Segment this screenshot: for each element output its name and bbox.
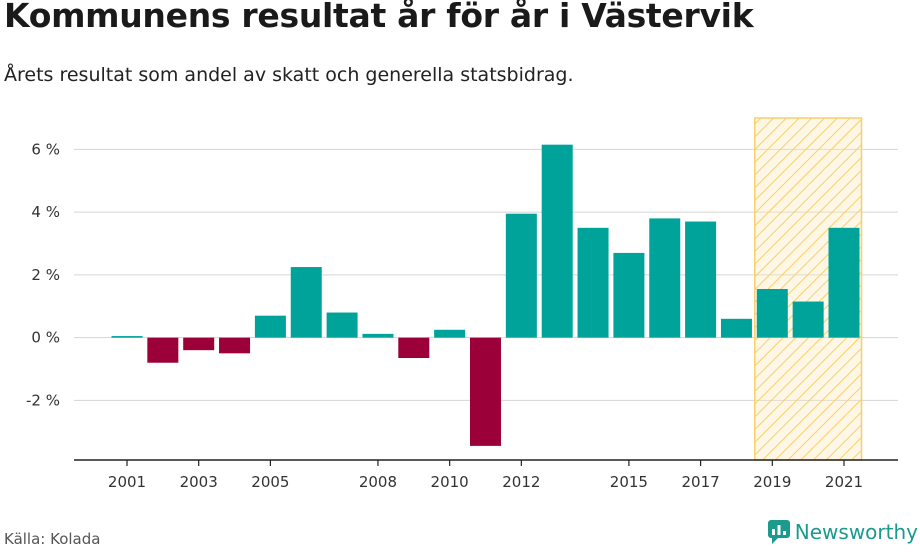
chart-logo-icon xyxy=(767,520,790,544)
bar-2017 xyxy=(685,221,717,338)
newsworthy-logo[interactable]: Newsworthy xyxy=(767,520,918,544)
bar-2020 xyxy=(792,301,824,338)
y-tick-label: 6 % xyxy=(31,140,60,158)
source-note: Källa: Kolada xyxy=(4,530,101,548)
brand-name: Newsworthy xyxy=(794,520,918,544)
bar-2016 xyxy=(649,218,681,338)
bar-2021 xyxy=(828,227,860,338)
x-tick-label: 2017 xyxy=(682,473,720,491)
x-tick-label: 2001 xyxy=(108,473,146,491)
y-tick-label: -2 % xyxy=(26,391,60,409)
bar-2009 xyxy=(398,337,430,359)
chart-title: Kommunens resultat år för år i Västervik xyxy=(4,0,754,35)
x-tick-label: 2021 xyxy=(825,473,863,491)
x-tick-label: 2019 xyxy=(753,473,791,491)
bar-2013 xyxy=(541,144,573,338)
bar-2012 xyxy=(505,213,537,338)
axes: 6 % 4 % 2 % 0 % -2 % 2001 2003 2005 2008 2010 2012… xyxy=(26,140,898,491)
x-tick-label: 2015 xyxy=(610,473,648,491)
x-tick-label: 2012 xyxy=(502,473,540,491)
y-tick-label: 4 % xyxy=(31,203,60,221)
bar-2008 xyxy=(362,333,394,338)
bar-2005 xyxy=(254,315,286,338)
x-tick-label: 2005 xyxy=(251,473,289,491)
y-tick-label: 2 % xyxy=(31,266,60,284)
bar-2019 xyxy=(756,289,788,338)
bar-2004 xyxy=(219,337,251,354)
bar-2015 xyxy=(613,252,645,338)
bar-2006 xyxy=(290,267,322,338)
bar-2014 xyxy=(577,227,609,338)
bar-2018 xyxy=(720,318,752,338)
x-tick-label: 2008 xyxy=(359,473,397,491)
bar-2003 xyxy=(183,337,215,351)
y-tick-label: 0 % xyxy=(31,329,60,347)
bars xyxy=(111,144,860,446)
chart-subtitle: Årets resultat som andel av skatt och ge… xyxy=(4,64,574,86)
bar-2010 xyxy=(434,329,466,338)
x-tick-label: 2010 xyxy=(431,473,469,491)
x-tick-label: 2003 xyxy=(180,473,218,491)
bar-2011 xyxy=(470,337,501,446)
bar-2002 xyxy=(147,337,179,363)
bar-2007 xyxy=(326,312,358,338)
bar-2001 xyxy=(111,336,143,338)
